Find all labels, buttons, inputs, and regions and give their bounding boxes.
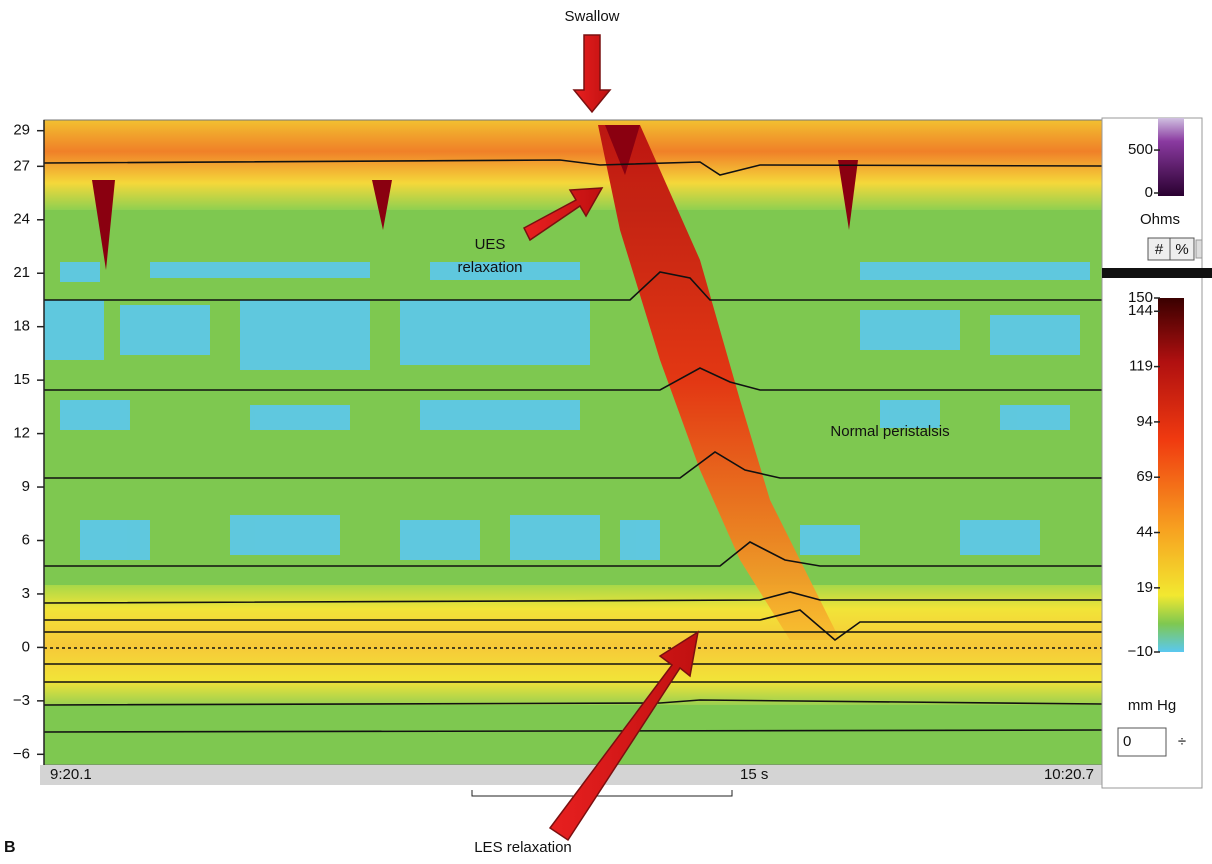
ues-label: UES [475, 236, 506, 253]
percent-button[interactable] [1169, 237, 1195, 261]
time-scale: 15 s [740, 766, 768, 783]
pressure-colorbar [1158, 298, 1184, 652]
spinner[interactable]: ÷ [1178, 733, 1186, 750]
tick-label: 15 [13, 371, 30, 388]
les-label: LES relaxation [474, 839, 572, 856]
ues-arrow [523, 187, 604, 242]
offset-input[interactable] [1117, 727, 1167, 757]
pressure-topography [44, 120, 1102, 765]
tick-label: 19 [1136, 579, 1153, 596]
tick-label: 3 [22, 585, 30, 602]
swallow-arrow [572, 34, 612, 114]
panel-label: B [4, 839, 16, 856]
tick-label: 21 [13, 264, 30, 281]
tick-label: 6 [22, 531, 30, 548]
tick-label: 44 [1136, 523, 1153, 540]
les-arrow [548, 630, 700, 842]
tick-label: 500 [1128, 141, 1153, 158]
scale-bracket [471, 790, 733, 797]
lock-button[interactable] [1195, 239, 1203, 259]
ues-label: relaxation [457, 259, 522, 276]
tick-label: 94 [1136, 413, 1153, 430]
tick-label: 12 [13, 425, 30, 442]
count-button-label: # [1155, 241, 1164, 258]
tick-label: 24 [13, 211, 30, 228]
time-bar [40, 765, 1102, 785]
offset-input-value: 0 [1123, 733, 1131, 750]
impedance-colorbar [1158, 118, 1184, 196]
impedance-unit: Ohms [1140, 211, 1180, 228]
tick-label: 18 [13, 318, 30, 335]
tick-label: 150 [1128, 289, 1153, 306]
tick-label: −6 [13, 745, 30, 762]
peristalsis-label: Normal peristalsis [830, 423, 949, 440]
tick-label: 29 [13, 122, 30, 139]
impedance-scale: 500 0 [1128, 141, 1160, 201]
tick-label: 9 [22, 478, 30, 495]
tick-label: 0 [22, 638, 30, 655]
tick-label: 27 [13, 157, 30, 174]
side-panel [1101, 117, 1203, 789]
pressure-unit: mm Hg [1128, 697, 1176, 714]
tick-label: −10 [1128, 643, 1153, 660]
tick-label: 119 [1129, 358, 1153, 375]
y-axis: 29 27 24 21 18 15 12 9 6 3 0 −3 −6 [13, 122, 44, 762]
time-start: 9:20.1 [50, 766, 92, 783]
tick-label: 69 [1136, 468, 1153, 485]
time-end: 10:20.7 [1044, 766, 1094, 783]
tick-label: 0 [1145, 184, 1153, 201]
divider [1102, 268, 1212, 278]
tick-label: 144 [1128, 302, 1153, 319]
tick-label: −3 [13, 692, 30, 709]
swallow-label: Swallow [564, 8, 619, 25]
percent-button-label: % [1175, 241, 1188, 258]
